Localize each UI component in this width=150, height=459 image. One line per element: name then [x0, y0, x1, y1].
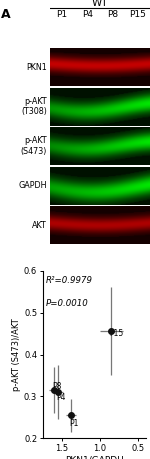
- Text: P15: P15: [129, 10, 146, 19]
- Text: A: A: [1, 8, 11, 21]
- Text: WT: WT: [92, 0, 108, 8]
- Text: P1: P1: [69, 419, 78, 428]
- Point: [57, 389, 59, 396]
- Text: P8: P8: [52, 382, 62, 392]
- Text: P4: P4: [82, 10, 93, 19]
- Text: GAPDH: GAPDH: [19, 181, 47, 190]
- X-axis label: PKN1/GAPDH: PKN1/GAPDH: [65, 456, 124, 459]
- Text: AKT: AKT: [32, 221, 47, 230]
- Text: PKN1: PKN1: [26, 63, 47, 72]
- Text: p-AKT
(S473): p-AKT (S473): [21, 136, 47, 156]
- Point: [70, 412, 72, 419]
- Point: [53, 386, 55, 394]
- Text: P=0.0010: P=0.0010: [46, 299, 89, 308]
- Text: p-AKT
(T308): p-AKT (T308): [21, 97, 47, 117]
- Text: P1: P1: [57, 10, 68, 19]
- Text: P8: P8: [107, 10, 118, 19]
- Text: R²=0.9979: R²=0.9979: [46, 276, 93, 285]
- Text: P15: P15: [109, 329, 124, 338]
- Text: P4: P4: [56, 393, 66, 402]
- Y-axis label: p-AKT (S473)/AKT: p-AKT (S473)/AKT: [12, 318, 21, 391]
- Point: [110, 328, 112, 335]
